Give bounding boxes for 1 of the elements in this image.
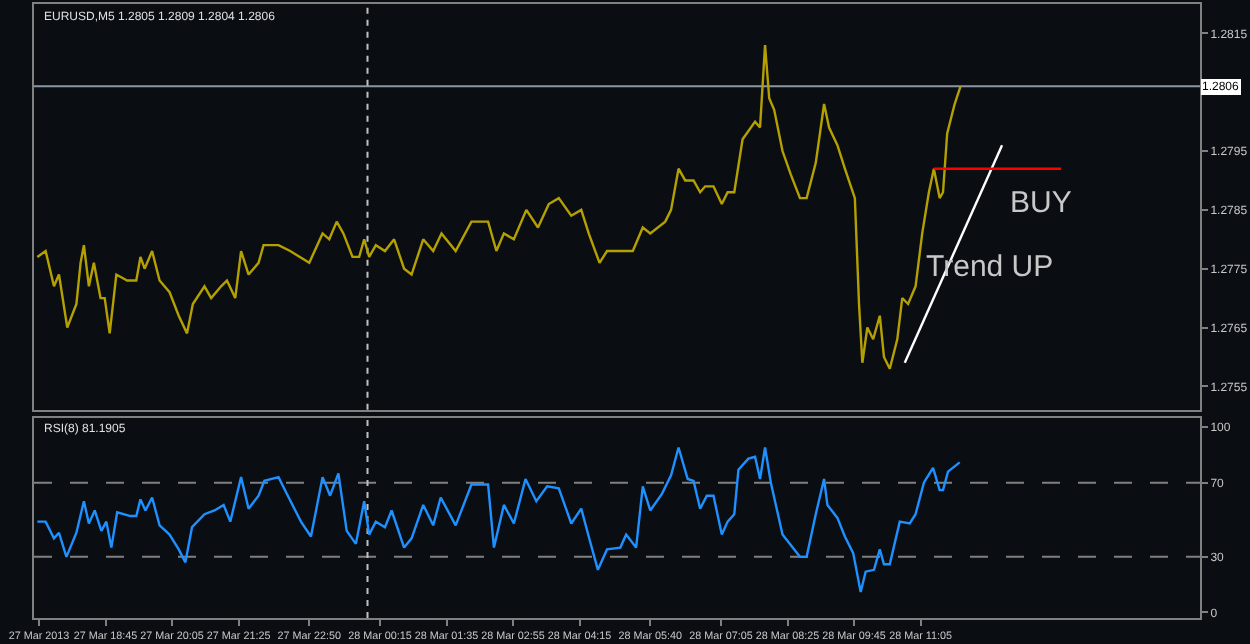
annotation: BUY [1010,186,1072,220]
